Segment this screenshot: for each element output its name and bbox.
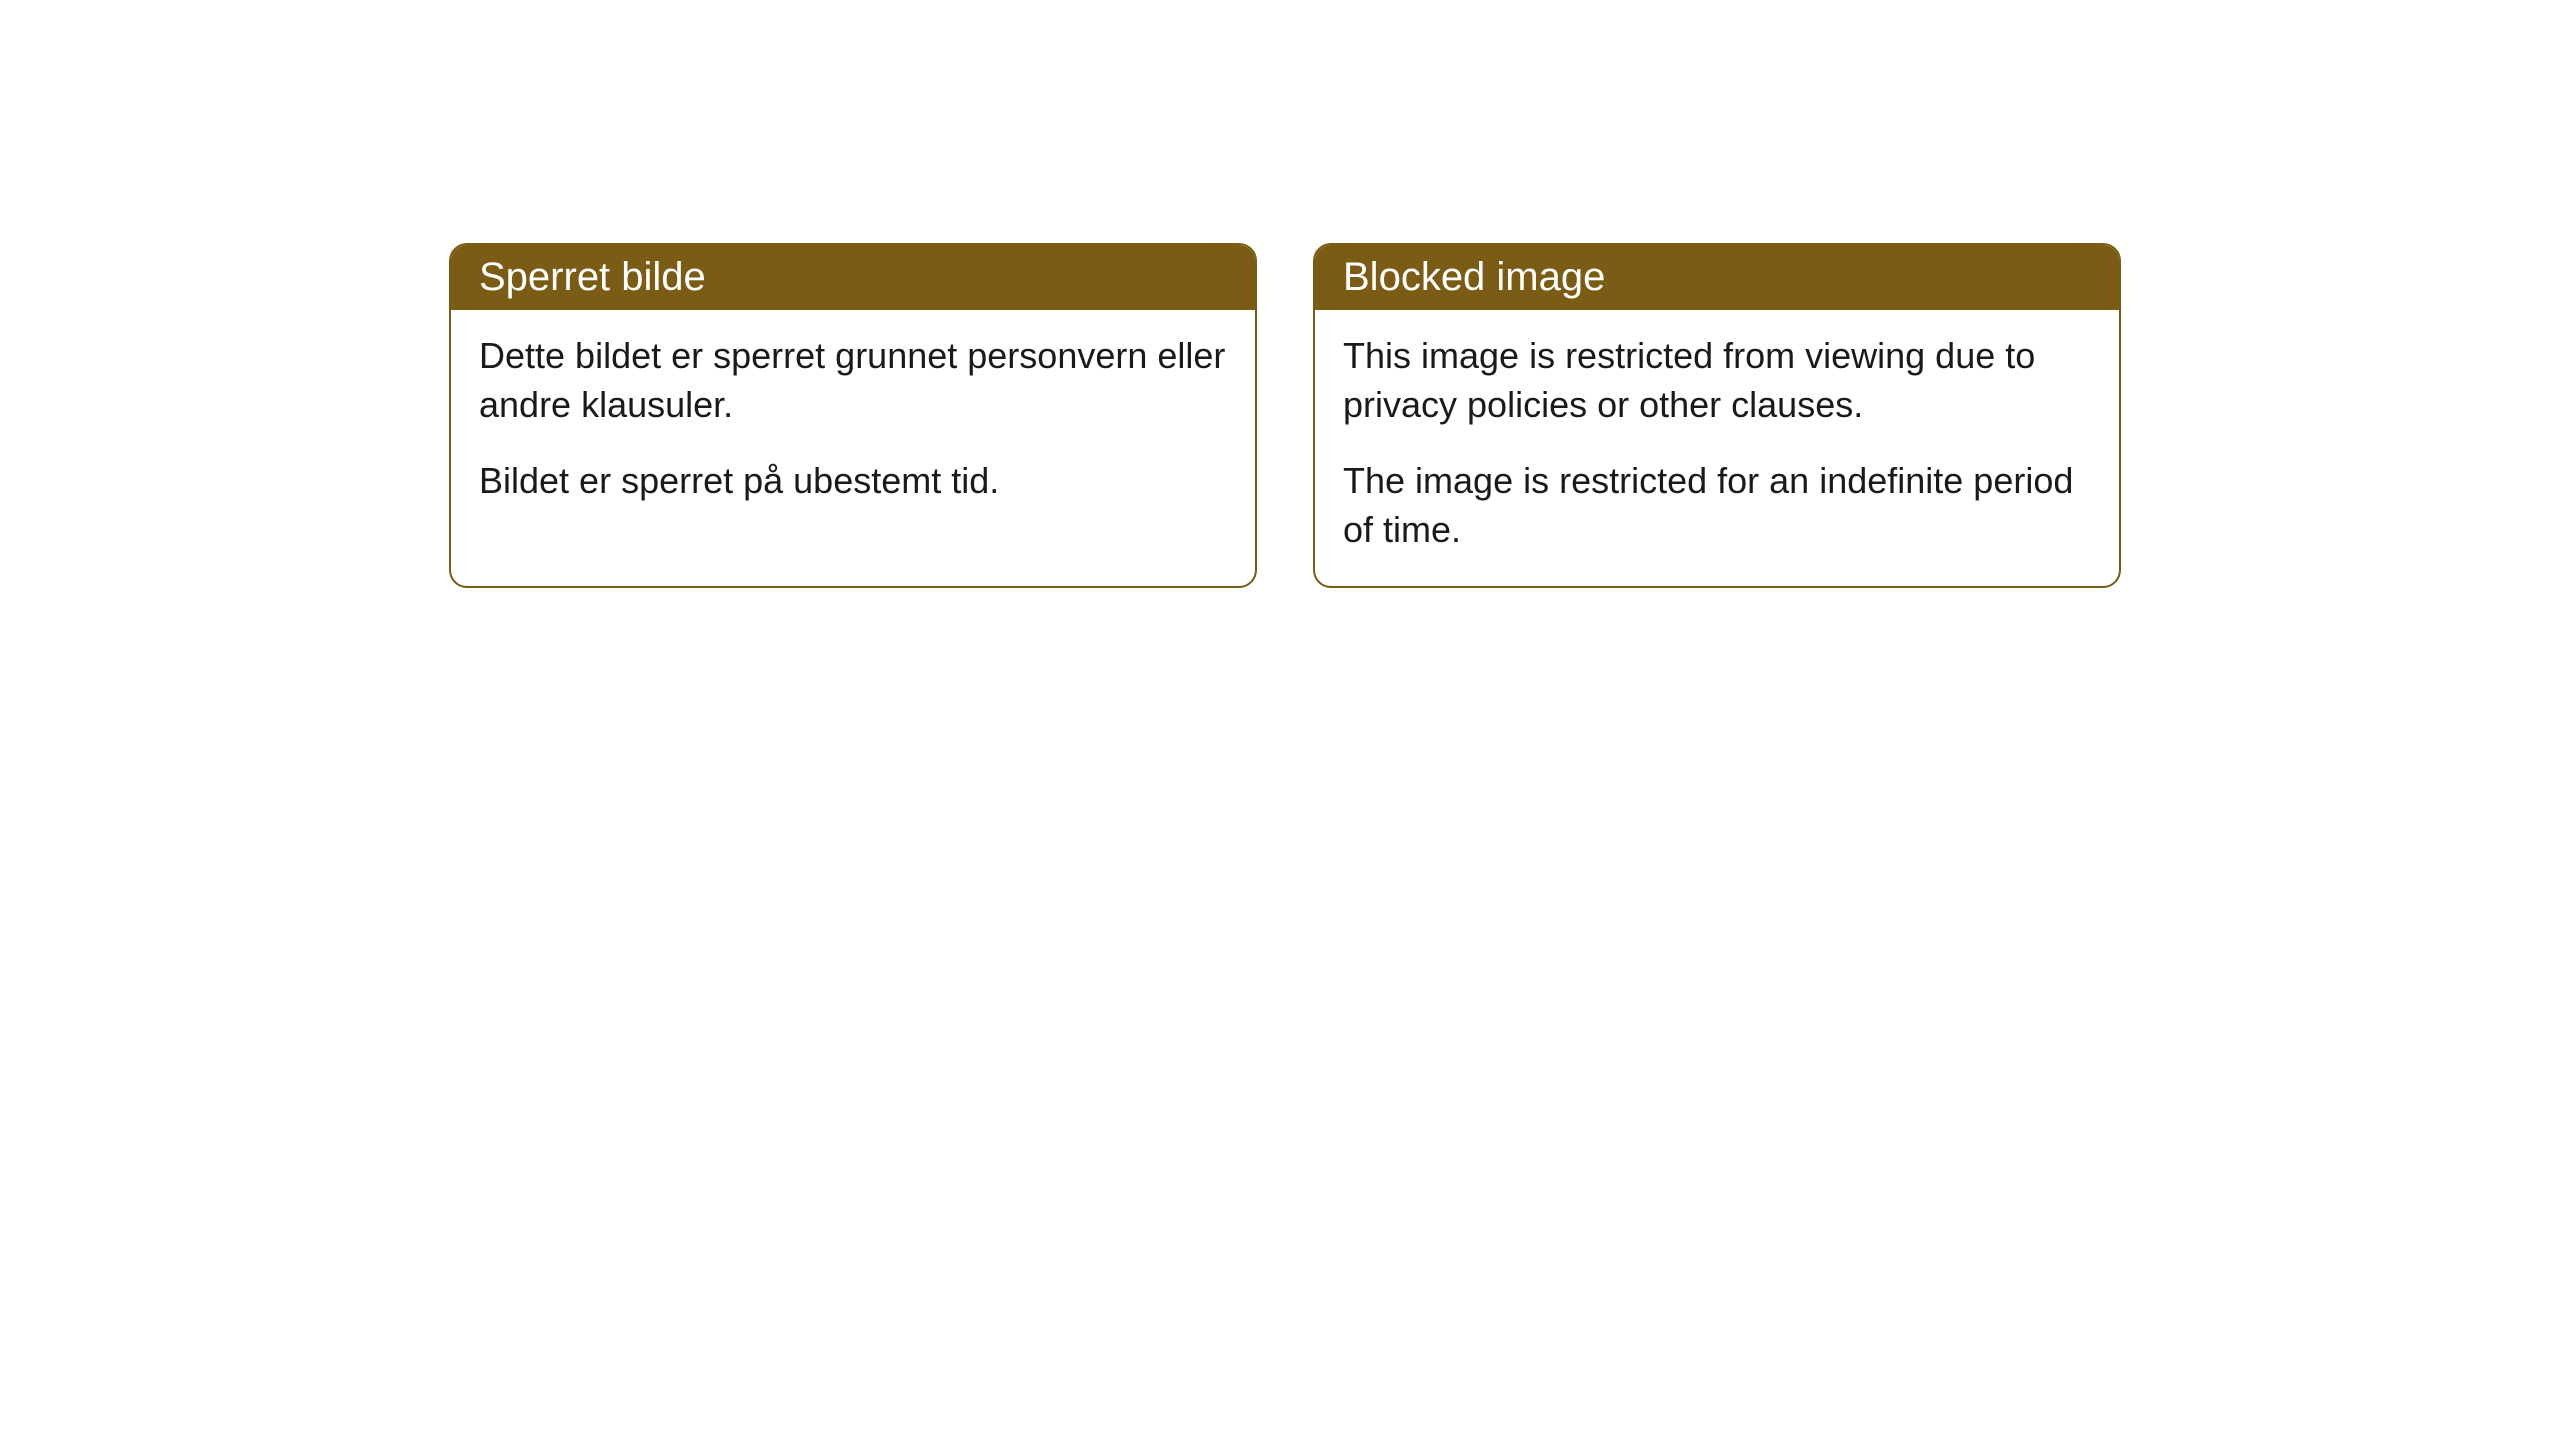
card-paragraph: The image is restricted for an indefinit… xyxy=(1343,457,2091,554)
card-body: Dette bildet er sperret grunnet personve… xyxy=(451,310,1255,538)
card-header: Blocked image xyxy=(1315,245,2119,310)
card-header: Sperret bilde xyxy=(451,245,1255,310)
card-body: This image is restricted from viewing du… xyxy=(1315,310,2119,586)
card-paragraph: Bildet er sperret på ubestemt tid. xyxy=(479,457,1227,506)
card-title: Blocked image xyxy=(1343,255,1605,299)
card-title: Sperret bilde xyxy=(479,255,706,299)
card-paragraph: This image is restricted from viewing du… xyxy=(1343,332,2091,429)
notice-card-english: Blocked image This image is restricted f… xyxy=(1313,243,2121,588)
notice-card-norwegian: Sperret bilde Dette bildet er sperret gr… xyxy=(449,243,1257,588)
notice-container: Sperret bilde Dette bildet er sperret gr… xyxy=(449,243,2121,588)
card-paragraph: Dette bildet er sperret grunnet personve… xyxy=(479,332,1227,429)
